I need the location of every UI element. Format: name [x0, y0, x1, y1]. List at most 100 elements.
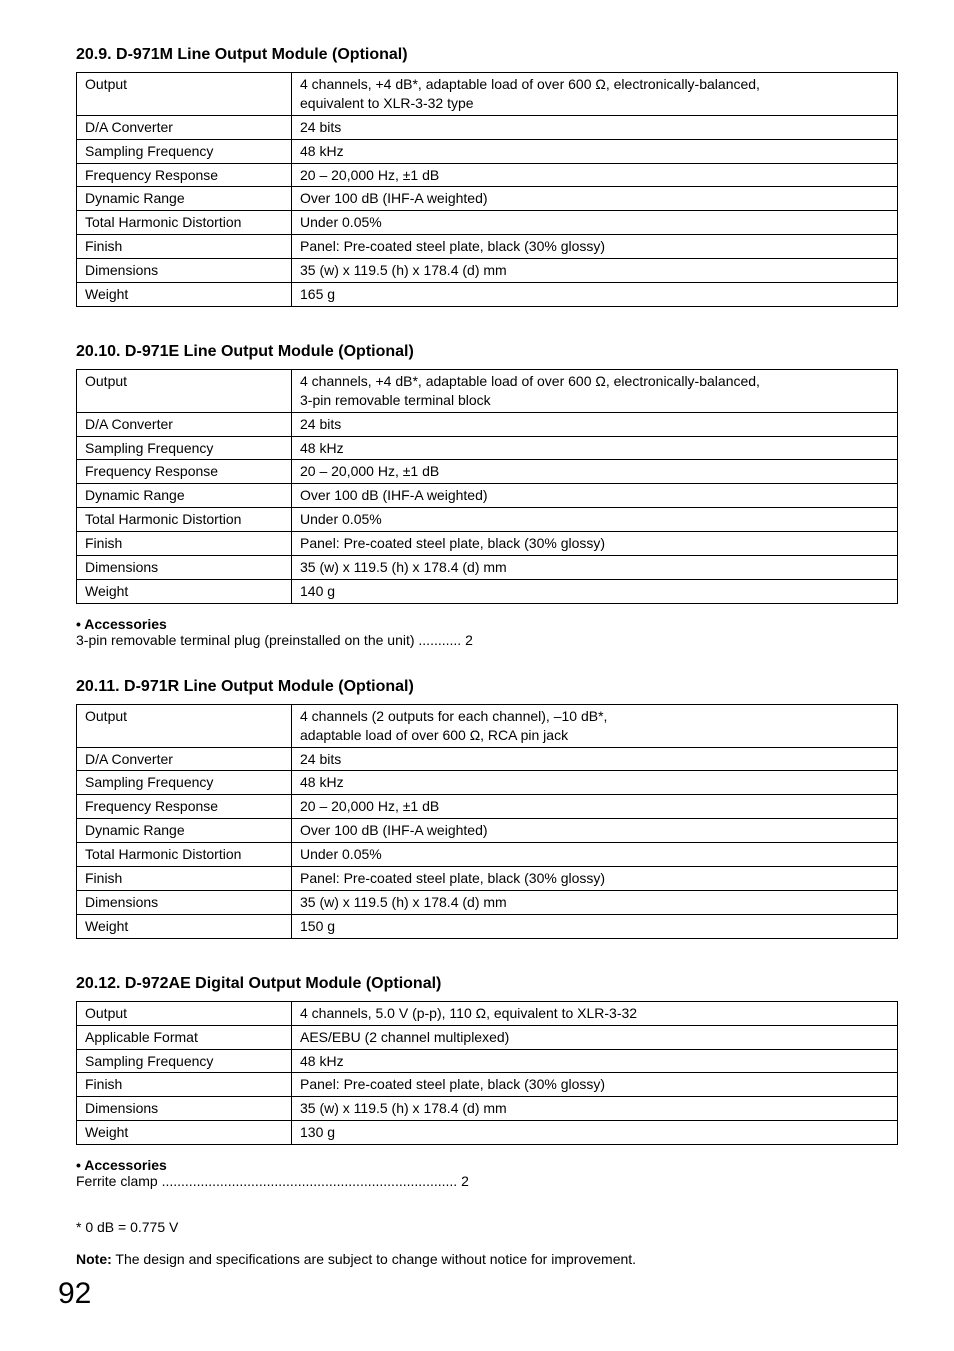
accessories-line: 3-pin removable terminal plug (preinstal…	[76, 632, 898, 648]
spec-label: Dimensions	[77, 1097, 292, 1121]
spec-value: Over 100 dB (IHF-A weighted)	[292, 819, 898, 843]
spec-value: Under 0.05%	[292, 211, 898, 235]
spec-label: Sampling Frequency	[77, 771, 292, 795]
table-row: Frequency Response20 – 20,000 Hz, ±1 dB	[77, 795, 898, 819]
accessories-header: • Accessories	[76, 616, 898, 632]
table-row: Dynamic RangeOver 100 dB (IHF-A weighted…	[77, 819, 898, 843]
footnote: * 0 dB = 0.775 V	[76, 1219, 898, 1235]
spec-value: 24 bits	[292, 115, 898, 139]
spec-value: Over 100 dB (IHF-A weighted)	[292, 187, 898, 211]
spec-label: Total Harmonic Distortion	[77, 211, 292, 235]
spec-label: D/A Converter	[77, 412, 292, 436]
spec-value: 4 channels, +4 dB*, adaptable load of ov…	[292, 369, 898, 412]
section-title-971m: 20.9. D-971M Line Output Module (Optiona…	[76, 46, 898, 64]
table-row: Sampling Frequency48 kHz	[77, 436, 898, 460]
spec-label: Dimensions	[77, 556, 292, 580]
spec-value: 35 (w) x 119.5 (h) x 178.4 (d) mm	[292, 1097, 898, 1121]
section-title-972ae: 20.12. D-972AE Digital Output Module (Op…	[76, 975, 898, 993]
spec-value: 48 kHz	[292, 139, 898, 163]
spec-value: 35 (w) x 119.5 (h) x 178.4 (d) mm	[292, 556, 898, 580]
spec-value: Under 0.05%	[292, 508, 898, 532]
spec-label: Sampling Frequency	[77, 139, 292, 163]
accessories-line: Ferrite clamp ..........................…	[76, 1173, 898, 1189]
spec-label: Output	[77, 1001, 292, 1025]
spec-value: 35 (w) x 119.5 (h) x 178.4 (d) mm	[292, 890, 898, 914]
table-row: Weight140 g	[77, 579, 898, 603]
spec-value: Over 100 dB (IHF-A weighted)	[292, 484, 898, 508]
spec-value: 35 (w) x 119.5 (h) x 178.4 (d) mm	[292, 259, 898, 283]
spec-label: Sampling Frequency	[77, 436, 292, 460]
table-row: Total Harmonic DistortionUnder 0.05%	[77, 508, 898, 532]
table-row: FinishPanel: Pre-coated steel plate, bla…	[77, 867, 898, 891]
table-row: Weight150 g	[77, 914, 898, 938]
spec-label: D/A Converter	[77, 115, 292, 139]
spec-label: Finish	[77, 235, 292, 259]
table-row: Dimensions35 (w) x 119.5 (h) x 178.4 (d)…	[77, 890, 898, 914]
spec-value: 48 kHz	[292, 1049, 898, 1073]
spec-value: 140 g	[292, 579, 898, 603]
table-row: Dimensions35 (w) x 119.5 (h) x 178.4 (d)…	[77, 259, 898, 283]
spec-value: 4 channels, +4 dB*, adaptable load of ov…	[292, 73, 898, 116]
spec-label: Finish	[77, 867, 292, 891]
table-row: FinishPanel: Pre-coated steel plate, bla…	[77, 235, 898, 259]
table-row: Sampling Frequency48 kHz	[77, 1049, 898, 1073]
page-number: 92	[58, 1277, 898, 1311]
table-row: Weight130 g	[77, 1121, 898, 1145]
table-row: D/A Converter24 bits	[77, 115, 898, 139]
spec-label: Weight	[77, 1121, 292, 1145]
table-row: Output4 channels (2 outputs for each cha…	[77, 704, 898, 747]
spec-value: 24 bits	[292, 747, 898, 771]
table-row: Dimensions35 (w) x 119.5 (h) x 178.4 (d)…	[77, 556, 898, 580]
spec-label: Applicable Format	[77, 1025, 292, 1049]
spec-value: Panel: Pre-coated steel plate, black (30…	[292, 532, 898, 556]
spec-value: 20 – 20,000 Hz, ±1 dB	[292, 163, 898, 187]
table-row: Dimensions35 (w) x 119.5 (h) x 178.4 (d)…	[77, 1097, 898, 1121]
spec-label: Dynamic Range	[77, 187, 292, 211]
spec-label: Weight	[77, 579, 292, 603]
section-title-971e: 20.10. D-971E Line Output Module (Option…	[76, 343, 898, 361]
spec-label: Total Harmonic Distortion	[77, 508, 292, 532]
spec-value: 130 g	[292, 1121, 898, 1145]
spec-value: Under 0.05%	[292, 843, 898, 867]
design-note: Note: The design and specifications are …	[76, 1251, 898, 1267]
spec-label: Sampling Frequency	[77, 1049, 292, 1073]
table-row: Dynamic RangeOver 100 dB (IHF-A weighted…	[77, 187, 898, 211]
spec-label: Dimensions	[77, 259, 292, 283]
table-row: Output4 channels, 5.0 V (p-p), 110 Ω, eq…	[77, 1001, 898, 1025]
spec-label: Frequency Response	[77, 795, 292, 819]
table-row: Applicable FormatAES/EBU (2 channel mult…	[77, 1025, 898, 1049]
table-row: FinishPanel: Pre-coated steel plate, bla…	[77, 1073, 898, 1097]
table-row: Output4 channels, +4 dB*, adaptable load…	[77, 73, 898, 116]
table-row: Total Harmonic DistortionUnder 0.05%	[77, 211, 898, 235]
spec-table-971r: Output4 channels (2 outputs for each cha…	[76, 704, 898, 939]
table-row: Frequency Response20 – 20,000 Hz, ±1 dB	[77, 163, 898, 187]
spec-value: Panel: Pre-coated steel plate, black (30…	[292, 235, 898, 259]
spec-value: 4 channels (2 outputs for each channel),…	[292, 704, 898, 747]
spec-value: 48 kHz	[292, 436, 898, 460]
spec-label: Finish	[77, 1073, 292, 1097]
table-row: Weight165 g	[77, 283, 898, 307]
spec-label: D/A Converter	[77, 747, 292, 771]
spec-value: 4 channels, 5.0 V (p-p), 110 Ω, equivale…	[292, 1001, 898, 1025]
spec-value: 48 kHz	[292, 771, 898, 795]
spec-label: Frequency Response	[77, 163, 292, 187]
spec-table-971m: Output4 channels, +4 dB*, adaptable load…	[76, 72, 898, 307]
spec-table-971e: Output4 channels, +4 dB*, adaptable load…	[76, 369, 898, 604]
spec-label: Weight	[77, 283, 292, 307]
table-row: FinishPanel: Pre-coated steel plate, bla…	[77, 532, 898, 556]
spec-table-972ae: Output4 channels, 5.0 V (p-p), 110 Ω, eq…	[76, 1001, 898, 1145]
note-label: Note:	[76, 1251, 112, 1267]
table-row: Output4 channels, +4 dB*, adaptable load…	[77, 369, 898, 412]
spec-value: Panel: Pre-coated steel plate, black (30…	[292, 867, 898, 891]
accessories-header: • Accessories	[76, 1157, 898, 1173]
spec-label: Output	[77, 73, 292, 116]
section-title-971r: 20.11. D-971R Line Output Module (Option…	[76, 678, 898, 696]
table-row: Dynamic RangeOver 100 dB (IHF-A weighted…	[77, 484, 898, 508]
spec-label: Frequency Response	[77, 460, 292, 484]
spec-label: Dynamic Range	[77, 819, 292, 843]
spec-value: 20 – 20,000 Hz, ±1 dB	[292, 460, 898, 484]
spec-value: 20 – 20,000 Hz, ±1 dB	[292, 795, 898, 819]
table-row: D/A Converter24 bits	[77, 412, 898, 436]
spec-label: Finish	[77, 532, 292, 556]
spec-value: 150 g	[292, 914, 898, 938]
